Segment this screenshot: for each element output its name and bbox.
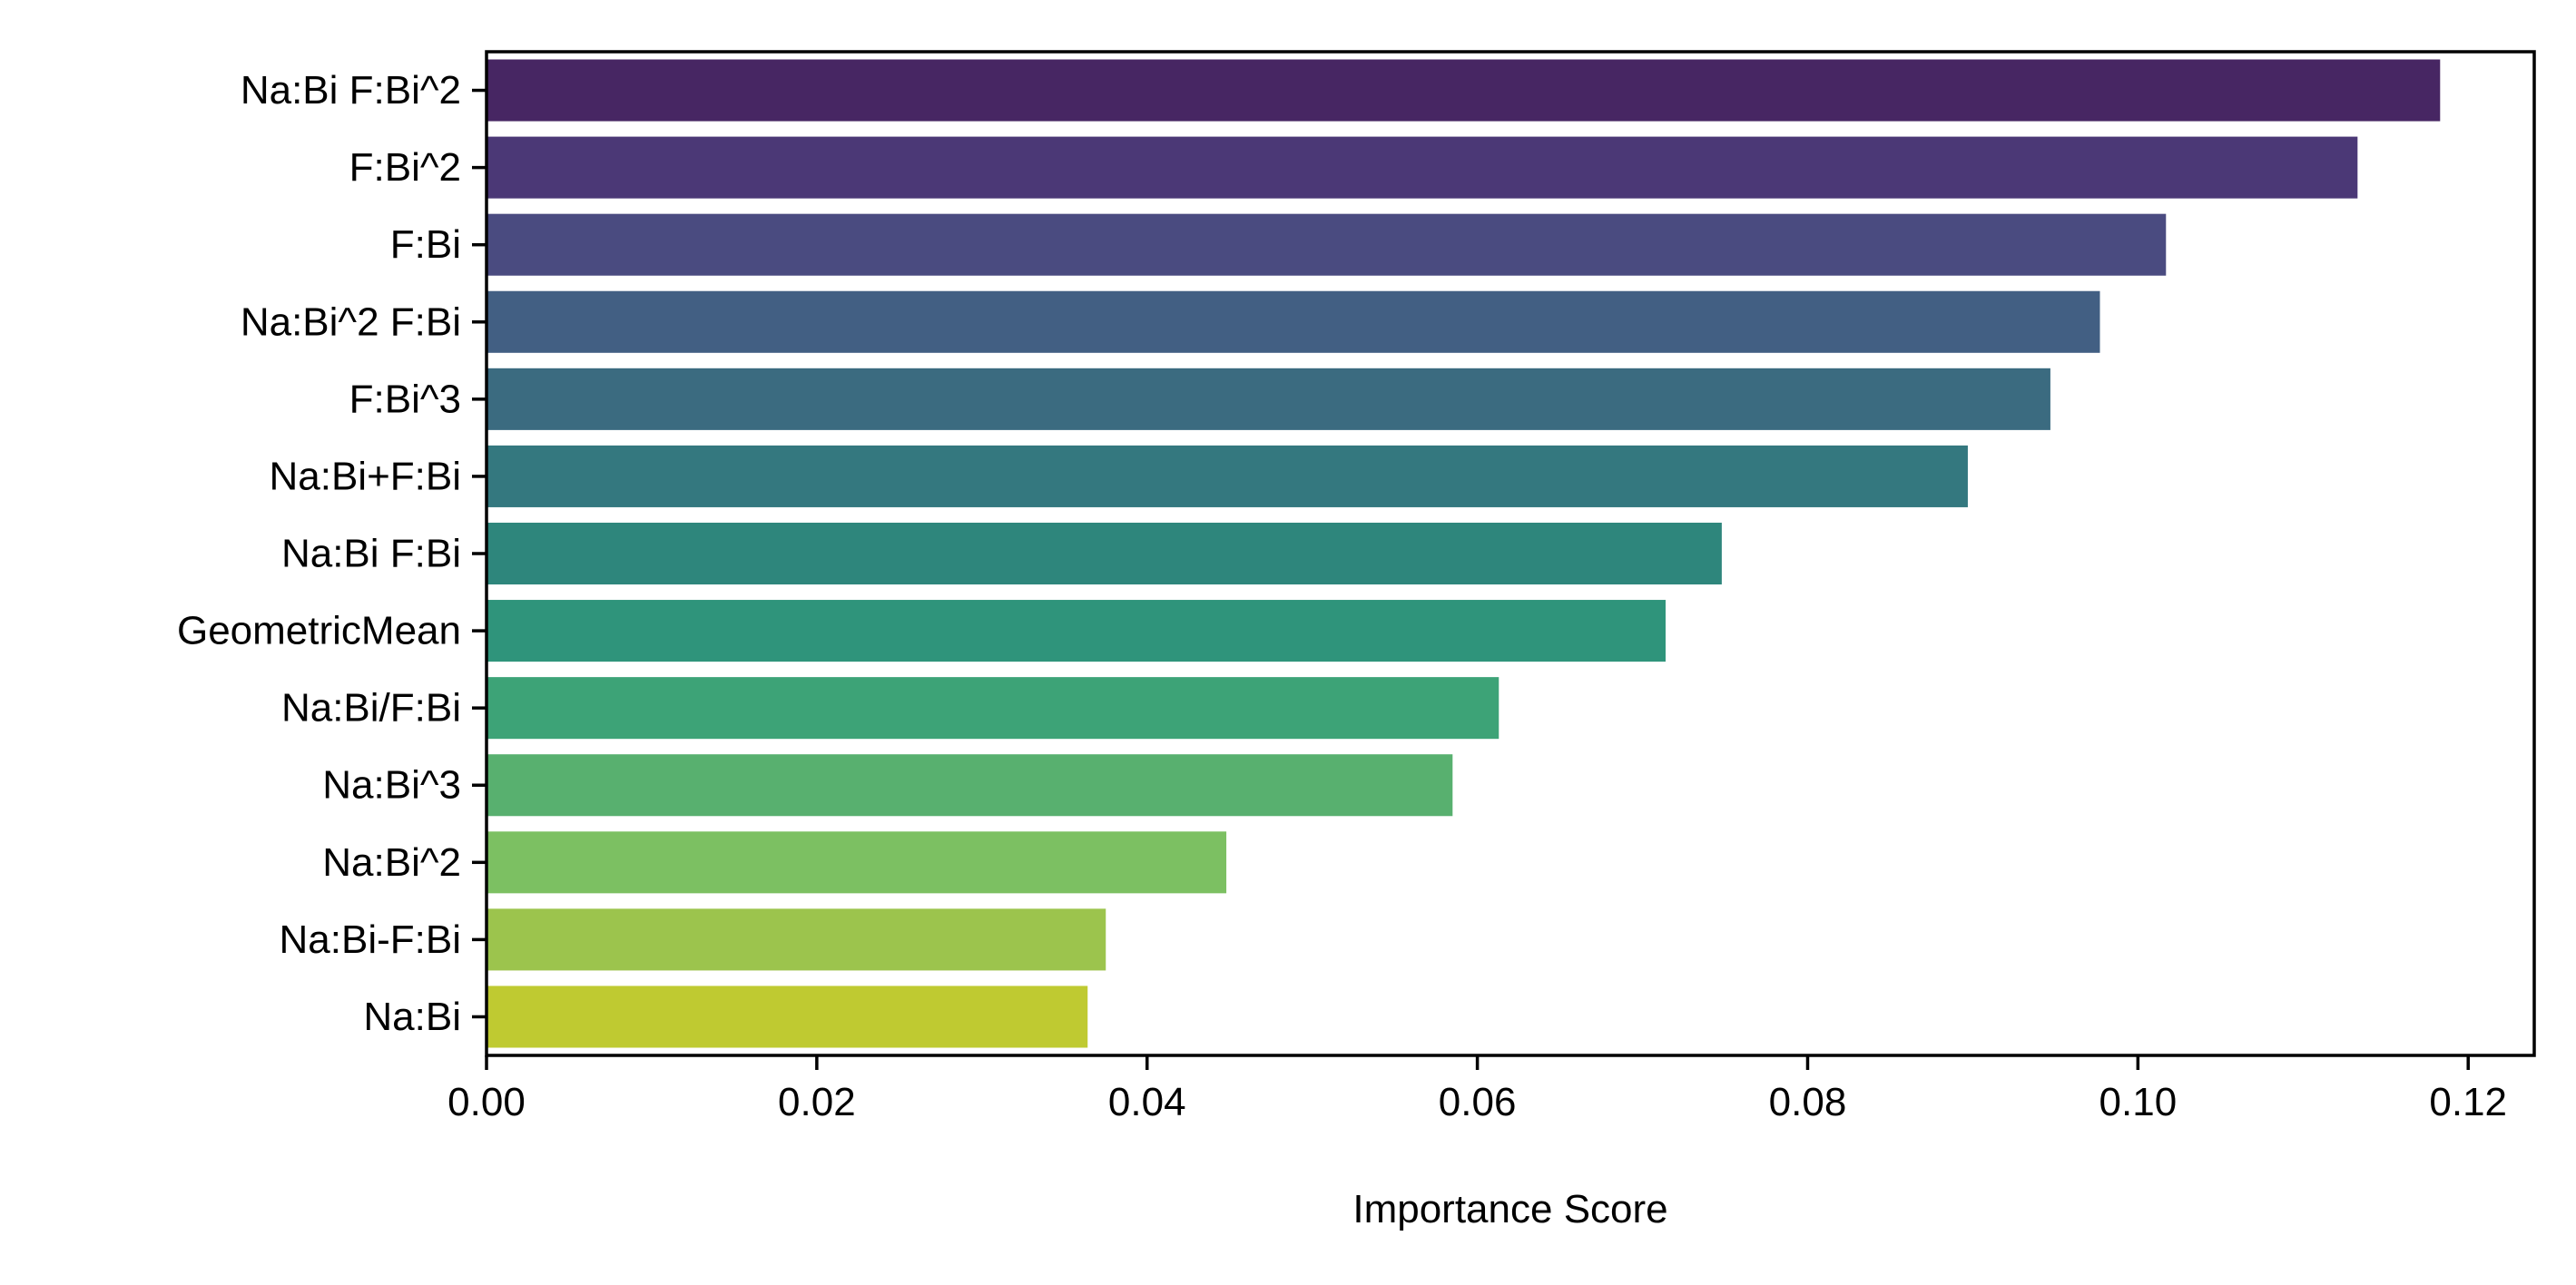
bar-3 (487, 290, 2100, 353)
y-tick-label-3: Na:Bi^2 F:Bi (241, 299, 461, 344)
x-tick-label-0: 0.00 (447, 1080, 526, 1124)
y-tick-label-12: Na:Bi (363, 995, 461, 1039)
bars-layer (487, 59, 2441, 1048)
y-tick-label-11: Na:Bi-F:Bi (280, 917, 461, 962)
y-tick-label-10: Na:Bi^2 (322, 840, 461, 885)
y-tick-label-5: Na:Bi+F:Bi (269, 454, 461, 498)
bar-5 (487, 445, 1968, 507)
bar-11 (487, 908, 1106, 971)
x-tick-label-1: 0.02 (778, 1080, 856, 1124)
y-tick-label-1: F:Bi^2 (349, 145, 461, 190)
bar-4 (487, 368, 2050, 430)
y-tick-label-8: Na:Bi/F:Bi (281, 686, 461, 731)
plot-frame (485, 50, 2536, 1057)
bar-1 (487, 136, 2358, 199)
y-tick-label-2: F:Bi (390, 222, 461, 267)
bar-12 (487, 986, 1088, 1048)
y-tick-label-7: GeometricMean (177, 609, 461, 653)
y-tick-label-9: Na:Bi^3 (322, 763, 461, 808)
y-tick-label-6: Na:Bi F:Bi (281, 532, 461, 576)
x-tick-label-3: 0.06 (1439, 1080, 1517, 1124)
x-tick-label-5: 0.10 (2099, 1080, 2178, 1124)
bar-7 (487, 600, 1667, 662)
bar-10 (487, 831, 1227, 894)
x-tick-label-2: 0.04 (1108, 1080, 1186, 1124)
bar-6 (487, 522, 1722, 585)
bar-8 (487, 677, 1499, 740)
bar-0 (487, 59, 2441, 122)
y-tick-label-4: F:Bi^3 (349, 377, 461, 421)
y-tick-label-0: Na:Bi F:Bi^2 (241, 68, 461, 113)
x-tick-label-6: 0.12 (2429, 1080, 2507, 1124)
bar-2 (487, 213, 2167, 276)
bar-9 (487, 754, 1453, 817)
x-tick-label-4: 0.08 (1769, 1080, 1847, 1124)
y-axis: Na:Bi F:Bi^2 F:Bi^2 F:Bi Na:Bi^2 F:Bi F:Bi^3… (177, 68, 487, 1039)
x-axis: 0.00 0.02 0.04 0.06 0.08 0.10 0.12 (447, 1055, 2507, 1124)
x-axis-title: Importance Score (1352, 1187, 1667, 1231)
